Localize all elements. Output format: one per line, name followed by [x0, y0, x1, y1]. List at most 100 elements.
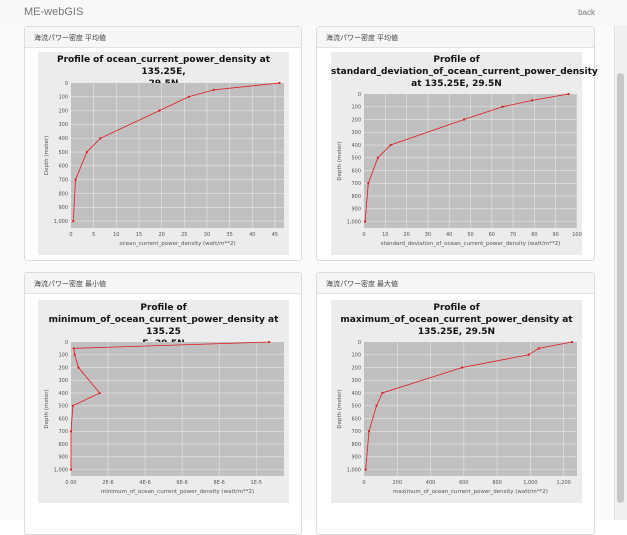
x-tick-label: 60 — [489, 232, 495, 238]
data-point — [73, 353, 76, 356]
data-point — [463, 118, 466, 121]
data-point — [85, 150, 88, 154]
chart-title: Profile of standard_deviation_of_ocean_cu… — [331, 54, 598, 90]
app-title[interactable]: ME-webGIS — [24, 6, 84, 18]
x-tick-label: 200 — [393, 480, 403, 486]
x-tick-label: 0 — [362, 232, 365, 238]
data-point — [531, 99, 534, 102]
chart-max: Profile of maximum_of_ocean_current_power… — [331, 300, 582, 503]
y-tick-label: 1,000 — [347, 219, 361, 225]
data-point — [69, 468, 73, 471]
chart-stddev: Profile of standard_deviation_of_ocean_cu… — [331, 52, 598, 255]
plot-area — [364, 342, 577, 476]
y-tick-label: 400 — [351, 143, 361, 149]
data-point — [537, 347, 540, 350]
chart-svg: 0 200 400 600 800 1,000 1,200 0 100 200 300 400 500 6… — [337, 340, 577, 495]
x-tick-label: 1,200 — [557, 480, 571, 486]
chart-title-line: at 135.25E, 29.5N — [411, 79, 502, 89]
data-point — [567, 92, 570, 96]
series-line — [365, 341, 573, 470]
y-tick-label: 800 — [351, 442, 361, 448]
y-axis-label: Depth (meter) — [44, 389, 50, 428]
data-point — [74, 178, 77, 181]
y-tick-label: 0 — [358, 92, 361, 98]
x-tick-label: 50 — [467, 232, 473, 238]
data-point — [71, 404, 74, 407]
x-tick-label: 1,000 — [523, 480, 537, 486]
chart-title: Profile of maximum_of_ocean_current_power… — [331, 302, 582, 338]
chart-svg: 0.00 2E-6 4E-6 6E-6 8E-6 1E-5 0 100 200 300 400 500… — [44, 340, 284, 495]
data-point — [389, 143, 392, 147]
x-tick-label: 20 — [403, 232, 409, 238]
x-tick-label: 15 — [136, 232, 142, 238]
y-tick-label: 900 — [351, 455, 361, 461]
x-axis-label: maximum_of_ocean_current_power_density (… — [393, 489, 548, 495]
y-axis-label: Depth (meter) — [44, 136, 50, 175]
chart-title-line: 135.25E, 29.5N — [417, 327, 496, 337]
x-tick-label: 2E-6 — [102, 480, 113, 486]
x-tick-label: 25 — [181, 232, 187, 238]
series-line — [72, 82, 280, 222]
x-tick-label: 400 — [426, 480, 436, 486]
data-point — [158, 109, 161, 112]
y-tick-label: 300 — [351, 378, 361, 384]
y-tick-label: 500 — [58, 150, 68, 156]
y-tick-label: 1,000 — [54, 467, 68, 473]
data-point — [367, 430, 371, 433]
y-tick-label: 900 — [351, 207, 361, 213]
y-tick-label: 700 — [351, 181, 361, 187]
y-tick-label: 400 — [58, 136, 68, 142]
data-point — [376, 156, 379, 159]
data-point — [363, 220, 367, 223]
x-tick-label: 5 — [92, 232, 95, 238]
x-tick-label: 40 — [249, 232, 255, 238]
y-tick-label: 200 — [58, 108, 68, 114]
y-tick-label: 700 — [351, 429, 361, 435]
x-axis-label: minimum_of_ocean_current_power_density (… — [101, 489, 254, 495]
y-tick-label: 300 — [58, 378, 68, 384]
x-tick-label: 10 — [113, 232, 119, 238]
panel-min: 海流パワー密度 最小値 Profile of minimum_of_ocean_c… — [24, 272, 302, 535]
y-axis-label: Depth (meter) — [337, 141, 343, 180]
x-tick-label: 10 — [382, 232, 388, 238]
y-tick-label: 700 — [58, 177, 68, 183]
page-scrollbar[interactable] — [614, 25, 627, 520]
x-tick-label: 35 — [226, 232, 232, 238]
y-tick-label: 100 — [351, 353, 361, 359]
panel-max: 海流パワー密度 最大値 Profile of maximum_of_ocean_c… — [316, 272, 595, 535]
data-point — [72, 219, 75, 223]
data-point — [77, 366, 80, 369]
panel-header: 海流パワー密度 平均値 — [25, 27, 301, 48]
navbar: ME-webGIS back — [0, 0, 627, 26]
chart-svg: 0 10 20 30 40 50 60 70 80 90 100 0 100 200 300 400 500 60… — [337, 92, 582, 247]
y-tick-label: 1,000 — [347, 467, 361, 473]
y-tick-label: 500 — [351, 404, 361, 410]
data-point — [98, 391, 101, 395]
data-point — [570, 340, 574, 344]
y-tick-label: 1,000 — [54, 219, 68, 225]
chart-title-line: minimum_of_ocean_current_power_density a… — [48, 315, 279, 337]
back-link[interactable]: back — [578, 8, 595, 17]
chart-title-line: Profile of — [433, 303, 480, 313]
y-tick-label: 900 — [58, 455, 68, 461]
chart-min: Profile of minimum_of_ocean_current_power… — [38, 300, 289, 503]
plot-area — [71, 342, 284, 476]
x-tick-label: 90 — [553, 232, 559, 238]
scrollbar-thumb[interactable] — [617, 73, 624, 503]
x-tick-label: 80 — [531, 232, 537, 238]
y-tick-label: 300 — [58, 122, 68, 128]
panel-stddev: 海流パワー密度 平均値 Profile of standard_deviation… — [316, 26, 598, 261]
y-axis-label: Depth (meter) — [337, 389, 343, 428]
data-point — [364, 468, 367, 471]
data-point — [375, 404, 378, 407]
data-point — [367, 182, 370, 185]
panel-header: 海流パワー密度 平均値 — [317, 27, 594, 48]
y-tick-label: 900 — [58, 205, 68, 211]
y-tick-label: 0 — [358, 340, 361, 346]
x-axis-label: ocean_current_power_density (watt/m**2) — [119, 241, 235, 247]
x-tick-label: 4E-6 — [139, 480, 150, 486]
y-tick-label: 400 — [58, 391, 68, 397]
x-tick-label: 1E-5 — [251, 480, 262, 486]
y-tick-label: 100 — [58, 353, 68, 359]
x-axis-label: standard_deviation_of_ocean_current_powe… — [381, 241, 561, 247]
